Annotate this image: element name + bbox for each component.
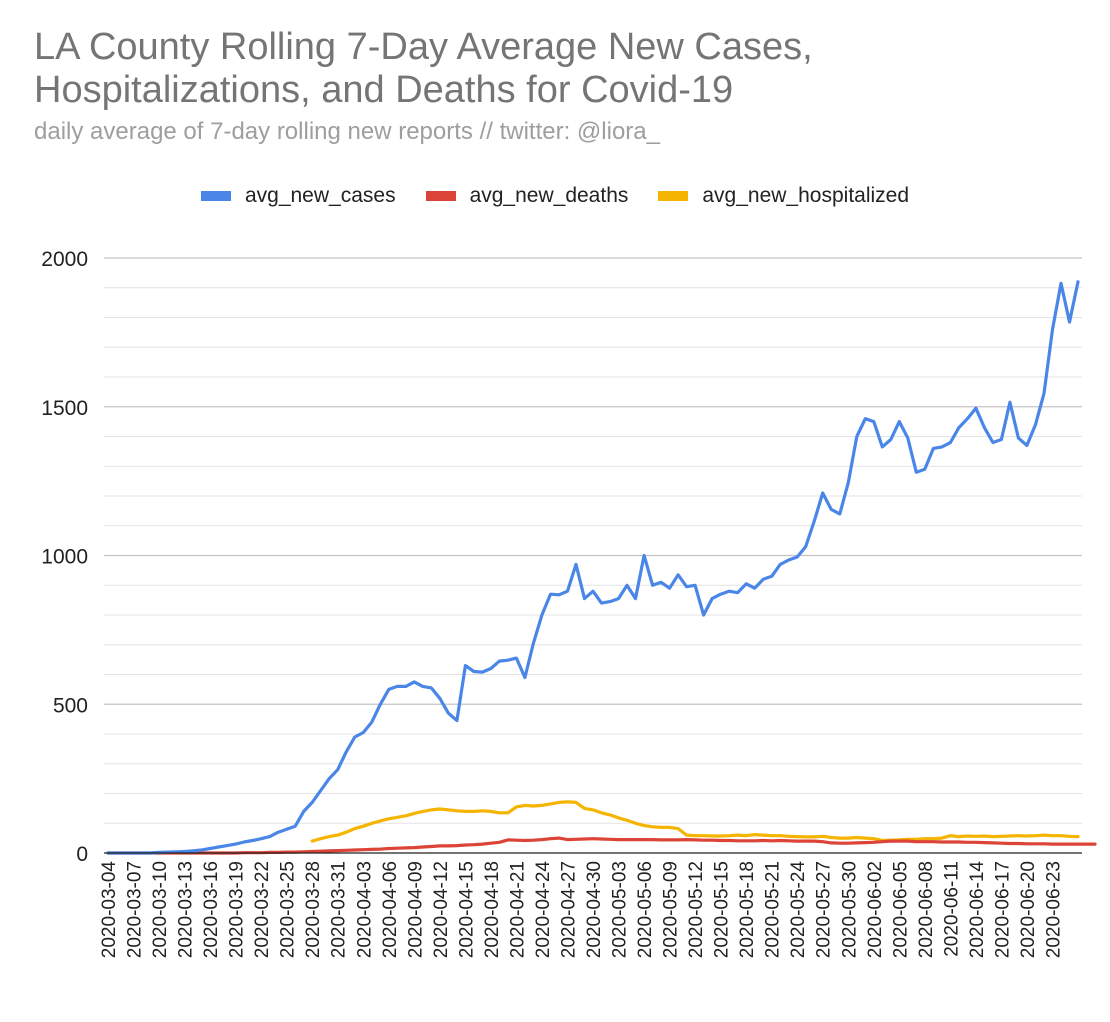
- series-line-avg_new_hospitalized: [310, 800, 1080, 843]
- x-tick-label: 2020-03-13: [176, 861, 197, 958]
- x-tick-label: 2020-05-15: [712, 861, 733, 958]
- x-tick-label: 2020-03-31: [329, 861, 350, 958]
- x-tick-label: 2020-03-04: [99, 861, 120, 959]
- x-tick-label: 2020-03-10: [150, 861, 171, 958]
- x-tick-label: 2020-03-22: [252, 861, 273, 958]
- x-tick-label: 2020-04-24: [533, 861, 554, 959]
- x-tick-label: 2020-05-12: [686, 861, 707, 958]
- legend-label-deaths: avg_new_deaths: [469, 184, 629, 207]
- legend-swatch-hospitalized: [658, 191, 689, 201]
- legend-label-cases: avg_new_cases: [244, 184, 396, 207]
- x-tick-label: 2020-04-12: [431, 861, 452, 958]
- x-tick-label: 2020-06-23: [1043, 861, 1064, 958]
- x-tick-label: 2020-03-19: [227, 861, 248, 958]
- x-tick-label: 2020-05-03: [610, 861, 631, 958]
- x-tick-label: 2020-05-06: [635, 861, 656, 958]
- x-tick-label: 2020-06-05: [890, 861, 911, 958]
- legend-item-cases: avg_new_cases: [200, 184, 396, 208]
- legend-item-deaths: avg_new_deaths: [425, 184, 629, 208]
- y-tick-label: 2000: [41, 248, 88, 271]
- y-tick-label: 1000: [41, 546, 88, 569]
- x-tick-label: 2020-03-16: [201, 861, 222, 958]
- legend-label-hospitalized: avg_new_hospitalized: [702, 184, 910, 207]
- x-tick-label: 2020-06-02: [865, 861, 886, 958]
- x-tick-label: 2020-04-15: [456, 861, 477, 958]
- series-line-avg_new_cases: [106, 280, 1080, 855]
- x-tick-label: 2020-03-25: [278, 861, 299, 958]
- x-tick-label: 2020-06-14: [967, 861, 988, 959]
- x-tick-label: 2020-06-11: [941, 861, 962, 957]
- legend-item-hospitalized: avg_new_hospitalized: [658, 184, 909, 208]
- y-tick-label: 1500: [41, 397, 88, 420]
- x-tick-label: 2020-05-24: [788, 861, 809, 959]
- x-tick-label: 2020-05-18: [737, 861, 758, 958]
- x-tick-label: 2020-03-28: [303, 861, 324, 958]
- x-tick-label: 2020-05-30: [839, 861, 860, 958]
- x-tick-label: 2020-06-20: [1018, 861, 1039, 958]
- x-tick-label: 2020-04-30: [584, 861, 605, 958]
- x-tick-label: 2020-04-18: [482, 861, 503, 958]
- chart-subtitle: daily average of 7-day rolling new repor…: [34, 118, 660, 145]
- legend-swatch-cases: [200, 191, 231, 201]
- x-tick-label: 2020-04-09: [405, 861, 426, 958]
- y-tick-label: 0: [76, 843, 88, 866]
- legend: avg_new_cases avg_new_deaths avg_new_hos…: [0, 184, 1110, 208]
- x-tick-label: 2020-06-17: [992, 861, 1013, 958]
- x-tick-label: 2020-03-07: [125, 861, 146, 958]
- x-tick-label: 2020-05-21: [763, 861, 784, 958]
- x-tick-label: 2020-05-09: [661, 861, 682, 958]
- x-tick-label: 2020-04-27: [558, 861, 579, 958]
- x-tick-label: 2020-04-21: [507, 861, 528, 958]
- chart-title: LA County Rolling 7-Day Average New Case…: [34, 26, 813, 111]
- x-tick-label: 2020-05-27: [814, 861, 835, 958]
- x-tick-label: 2020-06-08: [916, 861, 937, 958]
- x-tick-label: 2020-04-03: [354, 861, 375, 958]
- y-tick-label: 500: [53, 694, 88, 717]
- x-tick-label: 2020-04-06: [380, 861, 401, 958]
- legend-swatch-deaths: [425, 191, 456, 201]
